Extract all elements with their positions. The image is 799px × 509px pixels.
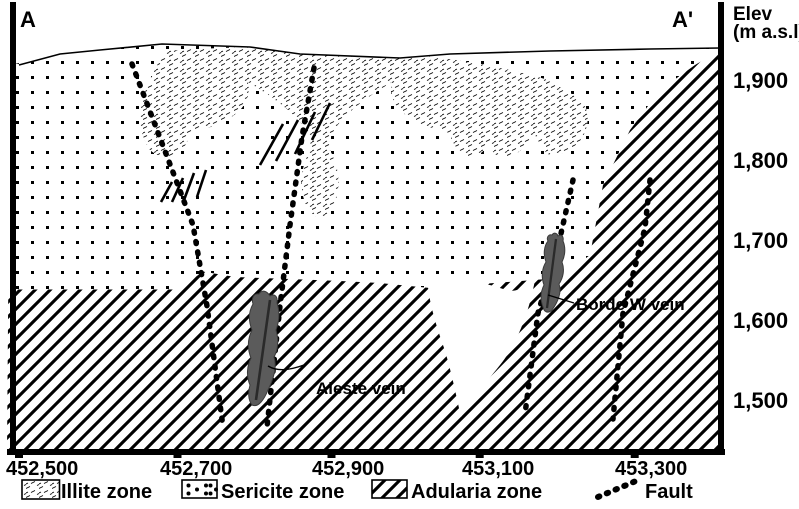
svg-text:Fault: Fault <box>645 481 693 503</box>
svg-text:1,900: 1,900 <box>733 68 788 93</box>
svg-text:Aleste vein: Aleste vein <box>316 379 406 398</box>
svg-text:A: A <box>20 7 36 32</box>
svg-text:A': A' <box>672 7 693 32</box>
svg-text:Sericite zone: Sericite zone <box>221 481 344 503</box>
svg-text:452,500: 452,500 <box>6 458 78 480</box>
svg-text:(m a.s.l): (m a.s.l) <box>733 22 799 43</box>
svg-text:Adularia zone: Adularia zone <box>411 481 542 503</box>
svg-text:1,700: 1,700 <box>733 228 788 253</box>
svg-text:1,500: 1,500 <box>733 388 788 413</box>
svg-text:1,800: 1,800 <box>733 148 788 173</box>
svg-text:452,900: 452,900 <box>312 458 384 480</box>
svg-text:452,700: 452,700 <box>160 458 232 480</box>
svg-text:Borde W vein: Borde W vein <box>576 295 685 314</box>
svg-text:Illite zone: Illite zone <box>61 481 152 503</box>
svg-text:453,300: 453,300 <box>615 458 687 480</box>
svg-text:453,100: 453,100 <box>462 458 534 480</box>
svg-text:1,600: 1,600 <box>733 308 788 333</box>
